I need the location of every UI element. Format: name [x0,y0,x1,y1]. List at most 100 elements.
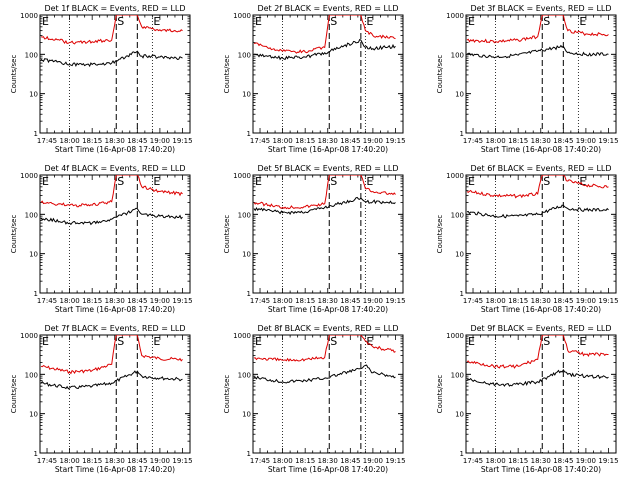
y-axis-label: Counts/sec [436,375,444,414]
x-tick-label: 19:15 [172,297,192,305]
panel-4: Det 4f BLACK = Events, RED = LLD 1 10 100 10… [10,164,193,314]
y-tick-label: 1000 [20,172,38,180]
event-marker-label: E [153,15,160,28]
plot-frame [465,334,617,454]
event-marker-label: S [117,15,124,28]
panel-9: Det 9f BLACK = Events, RED = LLD 1 10 100 10… [436,324,619,474]
x-tick-label: 18:30 [318,137,338,145]
plot-frame [465,174,617,294]
event-marker-label: E [579,335,586,348]
event-marker-label: E [366,15,373,28]
event-marker-label: S [330,335,337,348]
x-tick-label: 18:45 [553,137,573,145]
event-marker-label: E [468,15,475,28]
events-rate-line [254,38,396,61]
lld-rate-line [40,335,183,375]
x-tick-label: 18:45 [127,457,147,465]
panel-title: Det 1f BLACK = Events, RED = LLD [44,4,185,13]
y-tick-label: 10 [242,91,251,99]
x-axis-label: Start Time (16-Apr-08 17:40:20) [55,305,175,314]
x-tick-label: 18:00 [486,137,506,145]
y-tick-label: 10 [29,251,38,259]
x-tick-label: 19:15 [385,457,405,465]
x-axis-label: Start Time (16-Apr-08 17:40:20) [268,145,388,154]
y-tick-label: 10 [242,251,251,259]
x-tick-label: 18:45 [127,137,147,145]
x-tick-label: 18:45 [340,297,360,305]
x-tick-label: 19:00 [363,457,383,465]
x-tick-label: 17:45 [250,457,270,465]
event-marker-label: E [153,175,160,188]
y-tick-label: 10 [29,91,38,99]
x-tick-label: 18:15 [508,457,528,465]
panel-1: Det 1f BLACK = Events, RED = LLD 1 10 100 10… [10,4,193,154]
y-tick-label: 100 [25,371,38,379]
y-tick-label: 1 [460,290,464,298]
y-axis-label: Counts/sec [10,55,18,94]
event-marker-label: E [366,335,373,348]
x-tick-label: 18:00 [60,137,80,145]
x-tick-label: 19:15 [385,137,405,145]
x-tick-label: 18:30 [531,137,551,145]
x-tick-label: 19:00 [150,457,170,465]
y-axis-label: Counts/sec [10,215,18,254]
event-marker-label: S [330,175,337,188]
x-tick-label: 18:00 [486,457,506,465]
x-tick-label: 19:00 [363,137,383,145]
events-rate-line [253,364,396,384]
y-tick-label: 1 [460,450,464,458]
events-rate-line [40,207,183,226]
event-marker-label: S [117,175,124,188]
x-tick-label: 18:15 [82,297,102,305]
event-marker-label: E [579,175,586,188]
plot-frame [252,334,404,454]
y-tick-label: 100 [25,51,38,59]
plot-frame [39,14,191,134]
x-tick-label: 17:45 [250,297,270,305]
x-axis-label: Start Time (16-Apr-08 17:40:20) [55,145,175,154]
x-tick-label: 18:30 [105,297,125,305]
x-axis-label: Start Time (16-Apr-08 17:40:20) [481,465,601,474]
y-tick-label: 100 [238,51,251,59]
panel-6: Det 6f BLACK = Events, RED = LLD 1 10 100 10… [436,164,619,314]
y-tick-label: 1000 [446,172,464,180]
lld-rate-line [253,15,396,54]
panel-title: Det 6f BLACK = Events, RED = LLD [470,164,611,173]
panel-title: Det 3f BLACK = Events, RED = LLD [470,4,611,13]
y-tick-label: 1 [247,290,251,298]
y-tick-label: 1000 [233,12,251,20]
x-tick-label: 17:45 [37,457,57,465]
x-tick-label: 19:00 [576,137,596,145]
x-tick-label: 19:00 [150,137,170,145]
y-tick-label: 10 [29,411,38,419]
panel-8: Det 8f BLACK = Events, RED = LLD 1 10 100 10… [223,324,406,474]
lld-rate-line [466,335,609,369]
plot-frame [252,174,404,294]
panel-7: Det 7f BLACK = Events, RED = LLD 1 10 100 10… [10,324,193,474]
x-tick-label: 17:45 [250,137,270,145]
x-tick-label: 18:30 [318,457,338,465]
x-tick-label: 18:15 [295,137,315,145]
y-tick-label: 100 [451,211,464,219]
y-tick-label: 100 [25,211,38,219]
y-tick-label: 1 [34,450,38,458]
x-tick-label: 18:30 [531,297,551,305]
event-marker-label: E [366,175,373,188]
lld-rate-line [466,175,609,199]
x-tick-label: 19:00 [576,297,596,305]
y-tick-label: 10 [455,91,464,99]
y-tick-label: 10 [242,411,251,419]
event-marker-label: E [468,335,475,348]
lld-rate-line [253,175,396,210]
x-tick-label: 18:00 [273,297,293,305]
panel-title: Det 5f BLACK = Events, RED = LLD [257,164,398,173]
lld-rate-line [40,175,183,208]
x-tick-label: 17:45 [463,457,483,465]
event-marker-label: S [543,15,550,28]
y-tick-label: 1000 [446,12,464,20]
x-tick-label: 19:00 [363,297,383,305]
x-tick-label: 18:00 [486,297,506,305]
y-tick-label: 1000 [233,172,251,180]
y-tick-label: 10 [455,411,464,419]
y-tick-label: 1000 [446,332,464,340]
